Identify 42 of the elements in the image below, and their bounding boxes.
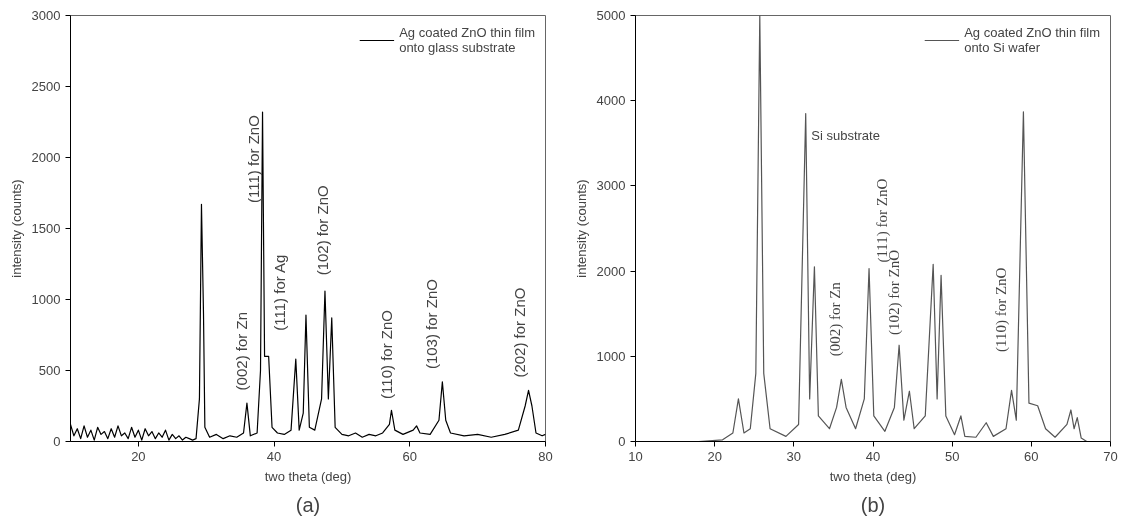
annotation: (202) for ZnO (510, 287, 528, 378)
x-tick-label: 40 (266, 448, 282, 464)
x-axis-title: two theta (deg) (264, 468, 352, 484)
x-tick-label: 10 (628, 448, 643, 464)
y-axis-title: intensity (counts) (8, 179, 24, 278)
y-tick-label: 1500 (31, 221, 61, 236)
y-tick-label: 2000 (31, 150, 61, 165)
y-tick-label: 3000 (31, 8, 61, 23)
x-tick-label: 20 (707, 448, 722, 464)
x-tick-label: 70 (1103, 448, 1118, 464)
annotation: (110) for ZnO (377, 309, 395, 399)
y-tick-label: 0 (53, 434, 61, 449)
x-tick-label: 60 (1024, 448, 1039, 464)
y-tick-label: 3000 (596, 178, 626, 194)
x-tick-label: 40 (865, 448, 881, 464)
y-axis-title: intensity (counts) (573, 179, 589, 278)
annotation: (102) for ZnO (313, 185, 331, 276)
y-tick-label: 2500 (31, 79, 61, 94)
x-tick-label: 50 (944, 448, 960, 464)
text: (b) (860, 493, 886, 516)
annotation: Si substrate (811, 128, 880, 144)
y-tick-label: 500 (38, 363, 61, 378)
y-tick-label: 1000 (596, 348, 626, 364)
annotation: (111) for ZnO (244, 115, 262, 203)
x-tick-label: 30 (786, 448, 802, 464)
y-tick-label: 1000 (31, 292, 61, 307)
y-tick-label: 2000 (596, 263, 626, 279)
y-tick-label: 0 (618, 434, 626, 449)
x-tick-label: 80 (538, 448, 553, 464)
x-axis-title: two theta (deg) (829, 468, 917, 484)
x-tick-label: 20 (131, 448, 146, 464)
legend-label: Ag coated ZnO thin film onto glass substrate (399, 25, 535, 55)
y-tick-label: 5000 (596, 8, 626, 23)
annotation: (002) for Zn (827, 281, 844, 357)
annotation: (103) for ZnO (423, 279, 440, 370)
x-tick-label: 60 (402, 448, 418, 464)
annotation: (110) for ZnO (993, 267, 1011, 353)
legend-label: Ag coated ZnO thin film onto Si wafer (964, 25, 1100, 55)
annotation: (002) for Zn (233, 312, 250, 391)
annotation: (111) for Ag (271, 254, 288, 331)
y-tick-label: 4000 (596, 93, 626, 109)
text: (a) (295, 493, 321, 516)
